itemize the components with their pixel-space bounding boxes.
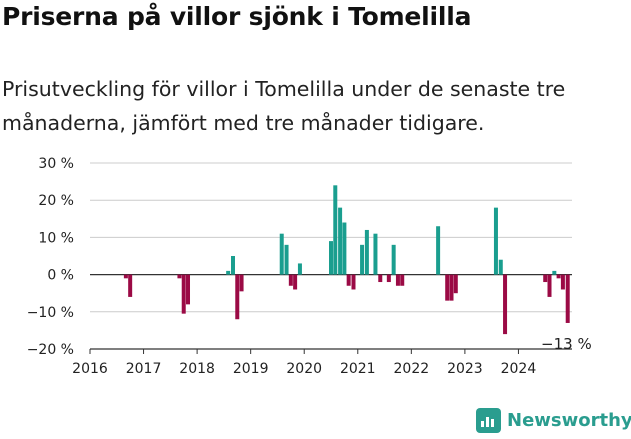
bar xyxy=(560,274,565,290)
y-tick-label: 0 % xyxy=(47,268,74,284)
bar xyxy=(235,274,240,320)
bar xyxy=(186,274,191,305)
y-tick-label: 30 % xyxy=(38,156,74,172)
bar xyxy=(453,274,458,294)
chart-subtitle: Prisutveckling för villor i Tomelilla un… xyxy=(2,77,566,135)
x-tick-label: 2022 xyxy=(394,361,430,377)
bar xyxy=(177,274,182,279)
bar-chart: −20 %−10 %0 %10 %20 %30 % 2016 2017 2018 20… xyxy=(27,156,592,377)
chart-title: Priserna på villor sjönk i Tomelilla xyxy=(2,2,472,31)
bar xyxy=(181,274,186,314)
y-tick-label: 10 % xyxy=(38,230,74,246)
bar xyxy=(128,274,133,297)
bar xyxy=(284,244,289,275)
bar xyxy=(565,274,570,323)
bar xyxy=(445,274,450,301)
bar xyxy=(364,229,369,275)
last-value-label: −13 % xyxy=(541,335,592,353)
bar xyxy=(493,207,498,275)
y-tick-label: 20 % xyxy=(38,193,74,209)
bar xyxy=(333,185,338,275)
x-axis: 2016 2017 2018 2019 2020 2021 2022 2023 2024 xyxy=(72,348,572,377)
bar xyxy=(373,233,378,275)
y-tick-label: −10 % xyxy=(27,305,74,321)
bar xyxy=(297,263,302,275)
x-tick-label: 2019 xyxy=(233,361,269,377)
x-tick-label: 2024 xyxy=(501,361,537,377)
bar xyxy=(239,274,244,292)
x-tick-label: 2018 xyxy=(179,361,215,377)
bars xyxy=(123,185,570,335)
newsworthy-logo-icon xyxy=(476,408,501,433)
bar xyxy=(360,244,365,275)
bar xyxy=(395,274,400,286)
y-tick-label: −20 % xyxy=(27,342,74,358)
bar xyxy=(123,274,128,279)
bar xyxy=(436,226,441,275)
bar xyxy=(386,274,391,283)
bar xyxy=(378,274,383,283)
x-tick-label: 2023 xyxy=(447,361,483,377)
bar xyxy=(556,274,561,279)
bar xyxy=(547,274,552,297)
bar xyxy=(391,244,396,275)
bar xyxy=(543,274,548,283)
bar xyxy=(342,222,347,275)
bar xyxy=(552,270,557,275)
y-axis-ticks: −20 % −10 % 0 % 10 % 20 % 30 % xyxy=(27,156,74,358)
bar xyxy=(346,274,351,286)
x-tick-label: 2016 xyxy=(72,361,108,377)
x-tick-label: 2021 xyxy=(340,361,376,377)
bar xyxy=(230,256,235,275)
newsworthy-logo: Newsworthy xyxy=(476,408,631,433)
brand-name: Newsworthy xyxy=(507,410,631,431)
x-tick-label: 2017 xyxy=(126,361,162,377)
bar xyxy=(338,207,343,275)
end-labels: −13 % xyxy=(541,335,592,353)
bar xyxy=(329,241,333,275)
bar xyxy=(279,233,284,275)
bar xyxy=(503,274,508,335)
bar xyxy=(400,274,405,286)
x-tick-label: 2020 xyxy=(286,361,322,377)
bar xyxy=(449,274,454,301)
bar xyxy=(498,259,503,275)
bar xyxy=(288,274,293,286)
bar xyxy=(351,274,356,290)
bar xyxy=(226,270,231,275)
bar xyxy=(293,274,298,290)
